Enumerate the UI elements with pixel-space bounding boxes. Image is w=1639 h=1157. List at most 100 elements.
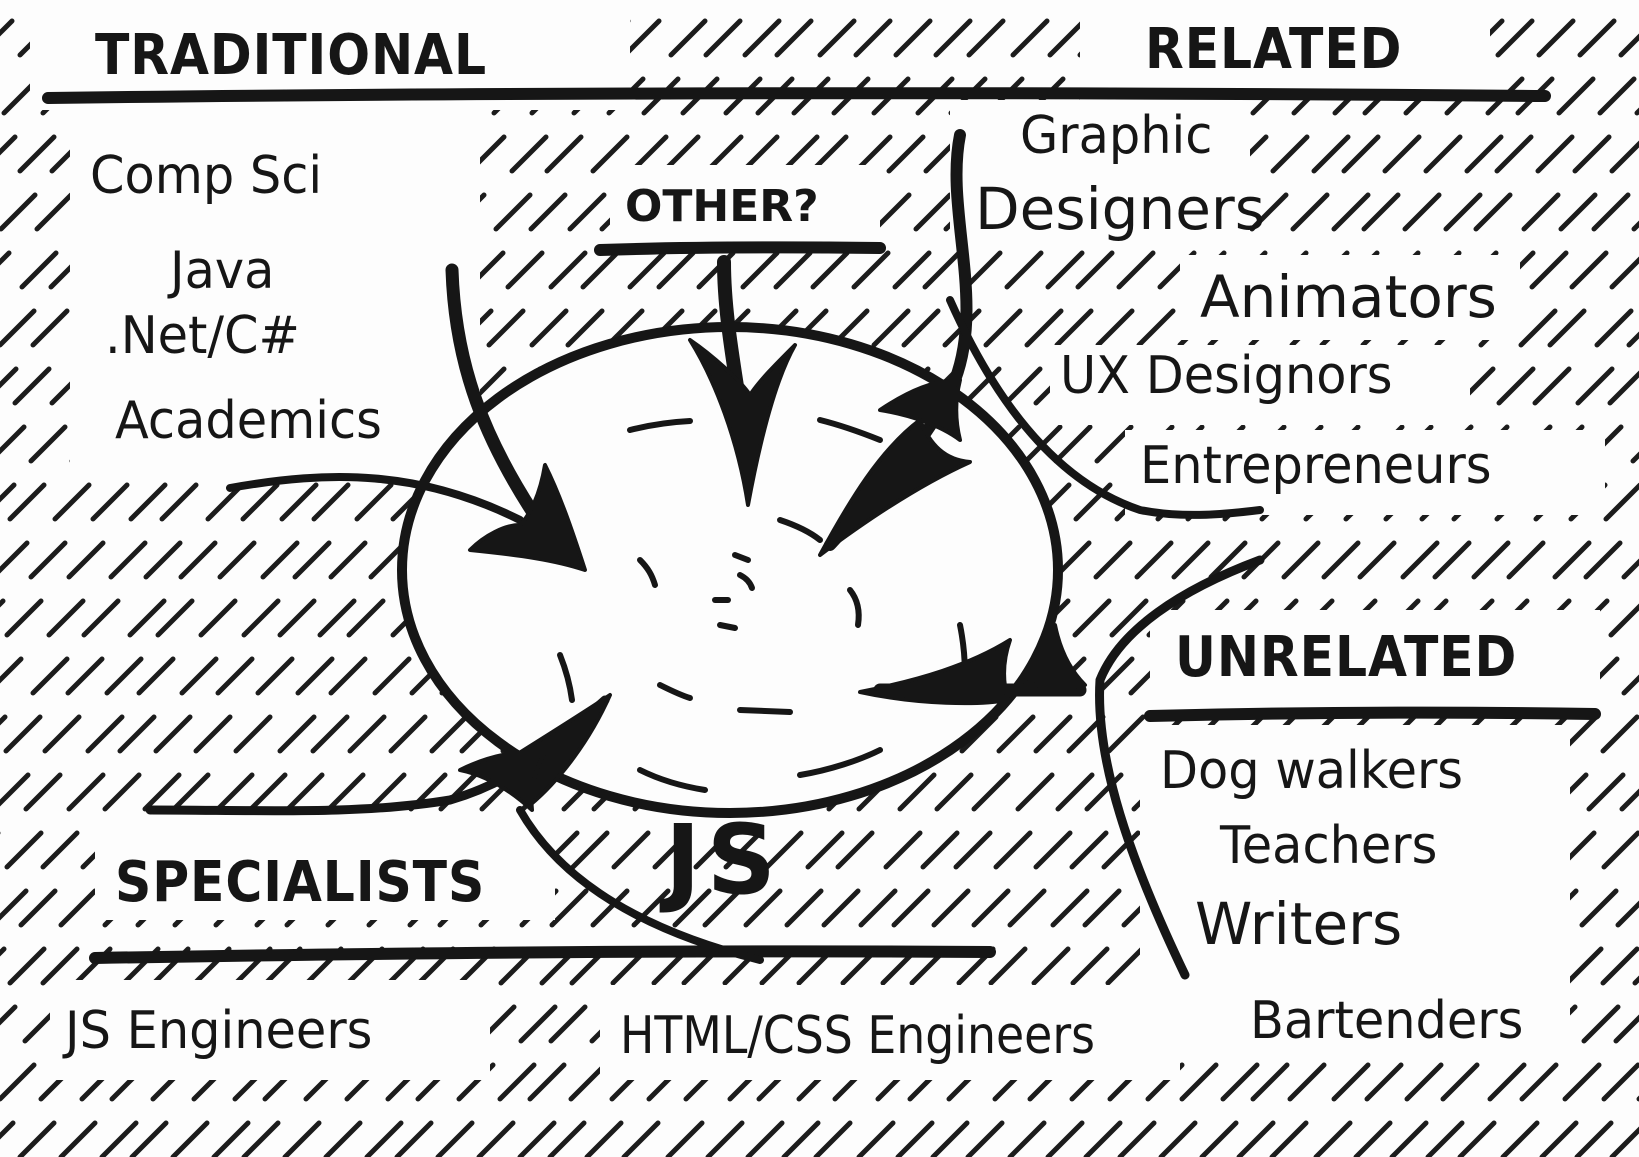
hatch-stroke [104,656,144,696]
hatch-stroke [1361,192,1401,232]
hatch-stroke [292,540,332,580]
hatch-stroke [1208,540,1248,580]
hatch-stroke [827,656,867,696]
hatch-stroke [19,250,59,290]
hatch-stroke [919,598,959,638]
hatch-stroke [18,888,58,928]
hatch-stroke [1432,540,1472,580]
hatch-stroke [40,946,80,986]
hatch-stroke [1496,366,1536,406]
hatch-stroke [622,18,662,58]
hatch-stroke [1562,1062,1602,1102]
hatch-stroke [460,598,500,638]
hatch-stroke [809,366,849,406]
hatch-stroke [1615,888,1639,928]
hatch-stroke [1290,192,1330,232]
hatch-stroke [521,656,561,696]
hatch-stroke [593,540,633,580]
hatch-stroke [1597,76,1637,116]
hatch-stroke [501,598,541,638]
hatch-stroke [1581,1004,1621,1044]
hatch-stroke [142,772,182,812]
hatch-stroke [1574,1120,1614,1157]
hatch-stroke [0,772,31,812]
hatch-stroke [1607,366,1639,406]
hatch-stroke [1404,1062,1444,1102]
hatch-stroke [1564,946,1604,986]
hatch-stroke [128,482,168,522]
hatch-stroke [193,714,233,754]
hatch-stroke [1015,772,1055,812]
hatch-stroke [81,598,121,638]
other-rule [594,241,886,256]
hatch-stroke [1045,1120,1085,1157]
traditional-item: Java [170,241,275,301]
unrelated-item: Teachers [1220,816,1438,876]
hatch-stroke [1487,1062,1527,1102]
hatch-stroke [1471,540,1511,580]
unrelated-item: Writers [1195,890,1403,958]
hatch-stroke [233,714,273,754]
hatch-stroke [656,250,696,290]
hatch-stroke [613,598,653,638]
hatch-stroke [1109,598,1149,638]
hatch-stroke [1608,598,1639,638]
hatch-stroke [1220,1062,1260,1102]
hatch-stroke [1331,1062,1371,1102]
hatch-stroke [480,656,520,696]
hatch-stroke [527,1062,567,1102]
hatch-stroke [960,598,1000,638]
hatch-stroke [1601,1062,1639,1102]
hatch-stroke [102,772,142,812]
hatch-stroke [1136,308,1176,348]
hatch-stroke [878,598,918,638]
hatch-stroke [159,482,199,522]
hatch-stroke [1603,482,1639,522]
hatch-stroke [143,540,183,580]
hatch-stroke [781,1120,821,1157]
hatch-stroke [311,482,351,522]
hatch-stroke [354,482,394,522]
hatch-stroke [127,598,167,638]
text-clearings [30,0,1605,1080]
traditional-item: .Net/C# [105,306,300,366]
hatch-stroke [277,598,317,638]
hatch-stroke [0,250,12,290]
hatch-stroke [1341,134,1381,174]
hatch-stroke [806,714,846,754]
hatch-stroke [961,482,1001,522]
hatch-stroke [12,366,52,406]
hatch-stroke [899,540,939,580]
hatch-stroke [1609,134,1639,174]
hatch-stroke [746,540,786,580]
hatch-stroke [0,192,38,232]
hatch-stroke [1249,192,1289,232]
hatch-stroke [326,772,366,812]
hatch-stroke [1117,1120,1157,1157]
hatch-stroke [549,888,589,928]
hatch-stroke [7,946,47,986]
hatch-stroke [897,772,937,812]
related-item: Designers [975,175,1265,243]
hatch-stroke [388,714,428,754]
hatch-stroke [766,598,806,638]
hatch-stroke [248,772,288,812]
hatch-stroke [1053,424,1093,464]
hatch-stroke [328,540,368,580]
hatch-stroke [784,888,824,928]
hatch-stroke [584,482,624,522]
hatch-stroke [215,772,255,812]
hatch-stroke [810,250,850,290]
hatch-stroke [580,250,620,290]
hatch-stroke [547,1120,587,1157]
hatch-stroke [108,540,148,580]
hatch-stroke [764,830,804,870]
hatch-stroke [703,18,743,58]
hatch-stroke [592,656,632,696]
hatch-stroke [988,946,1028,986]
hatch-stroke [590,888,630,928]
hatch-stroke [1572,134,1612,174]
hatch-stroke [1134,540,1174,580]
hatch-stroke [705,1120,745,1157]
